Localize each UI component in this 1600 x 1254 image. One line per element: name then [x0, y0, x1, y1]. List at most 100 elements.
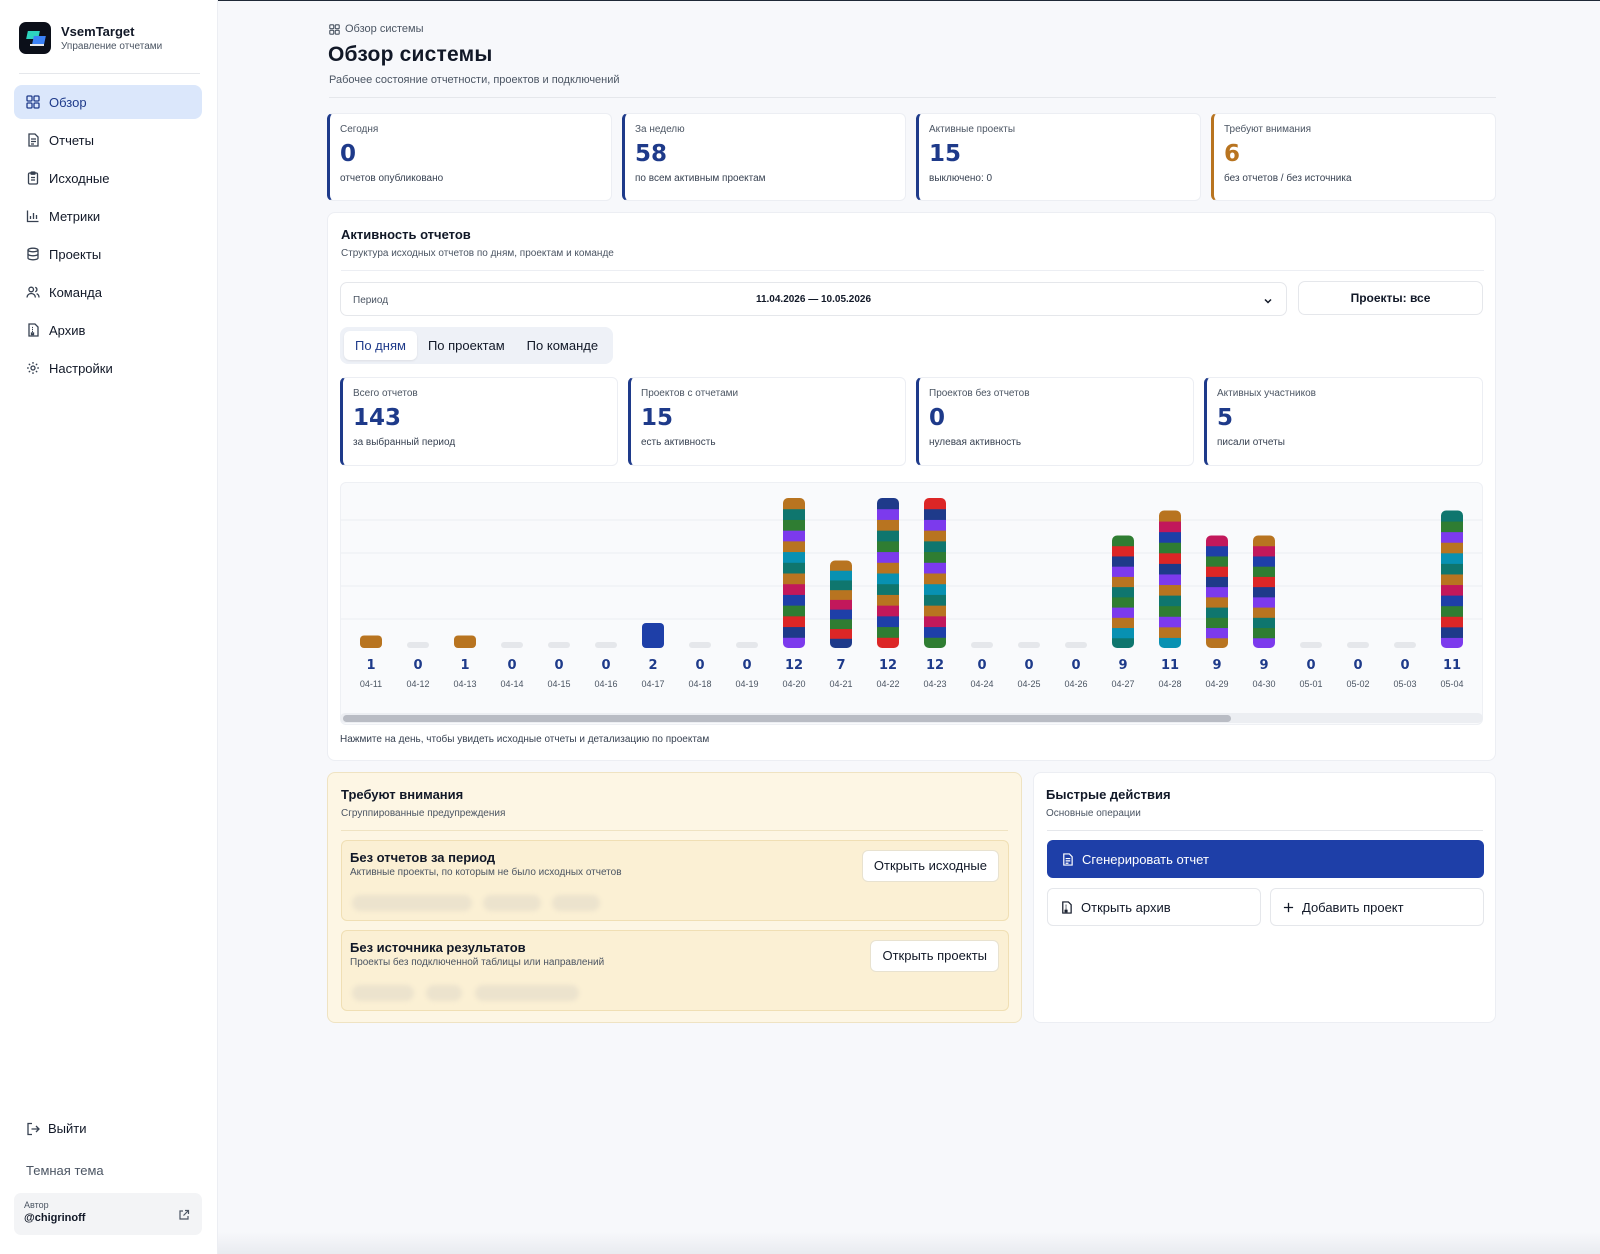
chart-bar-04-28[interactable]: [1159, 510, 1181, 649]
attention-subtitle: Сгруппированные предупреждения: [341, 808, 506, 819]
external-link-icon[interactable]: [178, 1208, 190, 1226]
sidebar-item-archive[interactable]: Архив: [14, 313, 202, 347]
sidebar-item-overview[interactable]: Обзор: [14, 85, 202, 119]
chart-bar-segment: [783, 637, 805, 648]
chevron-down-icon: [1262, 294, 1274, 312]
chart-bar-05-01[interactable]: [1300, 642, 1322, 648]
tab-by-days[interactable]: По дням: [344, 331, 417, 360]
chart-bar-segment: [1441, 521, 1463, 533]
add-project-label: Добавить проект: [1302, 899, 1404, 915]
author-name: @chigrinoff: [24, 1212, 86, 1224]
activity-subtitle: Структура исходных отчетов по дням, прое…: [341, 248, 614, 259]
chart-value-label: 12: [926, 658, 944, 673]
chart-value-label: 0: [1306, 658, 1315, 673]
chart-bar-empty: [1018, 642, 1040, 648]
chart-bar-empty: [736, 642, 758, 648]
page-subtitle: Рабочее состояние отчетности, проектов и…: [329, 74, 620, 86]
blurred-project-chip: [483, 895, 541, 911]
chart-tick-label: 05-01: [1299, 679, 1322, 689]
chart-value-label: 0: [1071, 658, 1080, 673]
chart-bar-04-24[interactable]: [971, 642, 993, 648]
chart-bar-segment: [877, 519, 899, 531]
chart-bar-segment: [783, 615, 805, 628]
sidebar-item-sources[interactable]: Исходные: [14, 161, 202, 195]
open-sources-button[interactable]: Открыть исходные: [861, 850, 999, 882]
chart-bar-segment: [1441, 616, 1463, 628]
tab-by-projects[interactable]: По проектам: [427, 338, 505, 353]
chart-bar-04-25[interactable]: [1018, 642, 1040, 648]
add-project-button[interactable]: Добавить проект: [1270, 888, 1484, 926]
chart-bar-04-14[interactable]: [501, 642, 523, 648]
chart-bar-04-27[interactable]: [1112, 535, 1134, 649]
chart-bar-04-16[interactable]: [595, 642, 617, 648]
chart-bar-04-11[interactable]: [360, 635, 382, 649]
chart-bar-04-12[interactable]: [407, 642, 429, 648]
grid-icon: [329, 23, 340, 35]
period-select[interactable]: Период 11.04.2026 — 10.05.2026: [340, 282, 1287, 316]
chart-bar-segment: [1112, 555, 1134, 567]
chart-bar-segment: [1112, 535, 1134, 547]
chart-bar-04-15[interactable]: [548, 642, 570, 648]
chart-bar-segment: [1206, 596, 1228, 608]
projects-filter-button[interactable]: Проекты: все: [1298, 281, 1483, 315]
chart-tick-label: 04-21: [829, 679, 852, 689]
open-archive-button[interactable]: Открыть архив: [1047, 888, 1261, 926]
breadcrumb-label: Обзор системы: [345, 23, 424, 35]
chart-bar-segment: [830, 618, 852, 630]
chart-bar-04-29[interactable]: [1206, 535, 1228, 649]
tab-by-team[interactable]: По команде: [526, 338, 599, 353]
author-card[interactable]: Автор @chigrinoff: [14, 1193, 202, 1235]
brand-name: VsemTarget: [61, 24, 135, 39]
chart-bar-04-19[interactable]: [736, 642, 758, 648]
chart-scrollbar-thumb[interactable]: [343, 715, 1231, 722]
chart-bar-segment: [1206, 607, 1228, 618]
chart-bar-05-02[interactable]: [1347, 642, 1369, 648]
chart-bar-04-13[interactable]: [454, 635, 476, 649]
gear-icon: [26, 361, 40, 375]
chart-bar-05-03[interactable]: [1394, 642, 1416, 648]
chart-bar-04-23[interactable]: [924, 498, 946, 649]
chart-bar-segment: [1159, 521, 1181, 533]
sidebar-item-projects[interactable]: Проекты: [14, 237, 202, 271]
kpi-week: За неделю 58 по всем активным проектам: [622, 113, 906, 201]
chart-bar-04-18[interactable]: [689, 642, 711, 648]
chart-bar-04-20[interactable]: [783, 498, 805, 649]
theme-toggle[interactable]: Темная тема: [26, 1163, 104, 1178]
brand[interactable]: VsemTarget Управление отчетами: [19, 22, 162, 54]
chart-bar-segment: [924, 508, 946, 520]
open-projects-button[interactable]: Открыть проекты: [870, 940, 999, 972]
chart-bar-05-04[interactable]: [1441, 510, 1463, 649]
chart-bar-04-17[interactable]: [642, 623, 664, 648]
sidebar-item-metrics[interactable]: Метрики: [14, 199, 202, 233]
chart-bar-04-26[interactable]: [1065, 642, 1087, 648]
chart-bar-segment: [1253, 637, 1275, 648]
kpi-sub: отчетов опубликовано: [340, 173, 444, 184]
chart-value-label: 12: [879, 658, 897, 673]
sidebar-item-team[interactable]: Команда: [14, 275, 202, 309]
chart-bar-segment: [1159, 584, 1181, 596]
generate-report-label: Сгенерировать отчет: [1082, 851, 1209, 867]
chart-tick-label: 04-28: [1158, 679, 1181, 689]
chart-tick-label: 04-24: [970, 679, 993, 689]
chart-value-label: 0: [601, 658, 610, 673]
sidebar-item-settings[interactable]: Настройки: [14, 351, 202, 385]
chart-bar-segment: [924, 573, 946, 585]
chart-bar-04-21[interactable]: [830, 560, 852, 649]
blurred-project-chip: [352, 985, 414, 1001]
logout-button[interactable]: Выйти: [26, 1121, 87, 1136]
sidebar-item-reports[interactable]: Отчеты: [14, 123, 202, 157]
chart-value-label: 0: [977, 658, 986, 673]
activity-chart[interactable]: 1 04-11 0 04-12 1 04-13 0 04-14 0 04-15 0 04-16 2 04-…: [340, 482, 1483, 725]
attention-item-title: Без источника результатов: [350, 940, 526, 955]
chart-bar-04-22[interactable]: [877, 498, 899, 649]
chart-bar-segment: [1441, 563, 1463, 575]
kpi-value: 15: [929, 141, 962, 167]
chart-bar-segment: [1159, 626, 1181, 638]
chart-value-label: 9: [1259, 658, 1268, 673]
quick-actions-divider: [1047, 830, 1483, 831]
chart-tick-label: 04-20: [782, 679, 805, 689]
chart-bar-segment: [830, 628, 852, 639]
chart-bar-segment: [1253, 596, 1275, 608]
generate-report-button[interactable]: Сгенерировать отчет: [1047, 840, 1484, 878]
chart-bar-04-30[interactable]: [1253, 535, 1275, 649]
